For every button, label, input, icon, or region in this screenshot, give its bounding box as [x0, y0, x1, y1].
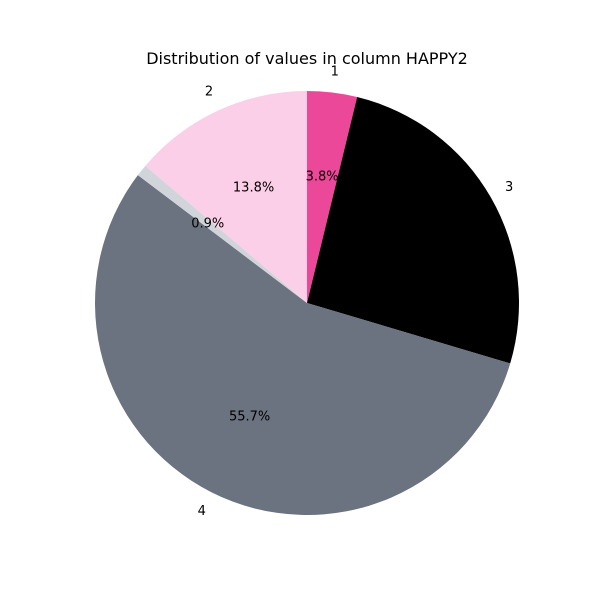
chart-title: Distribution of values in column HAPPY2	[146, 49, 468, 68]
percent-label: 13.8%	[233, 181, 274, 196]
pie-slice-unlabeled	[137, 165, 307, 303]
pie-slice-3	[307, 97, 519, 364]
slice-label: 2	[205, 84, 213, 99]
percent-label: 0.9%	[191, 216, 224, 231]
slice-label: 3	[505, 180, 513, 195]
percent-label: 55.7%	[229, 410, 270, 425]
slice-label: 4	[198, 504, 206, 519]
pie-slice-4	[94, 175, 511, 516]
pie-slice-1	[307, 91, 358, 303]
percent-label: 3.8%	[306, 170, 339, 185]
slice-label: 1	[331, 64, 339, 79]
pie-slices	[94, 91, 519, 516]
pie-slice-2	[145, 91, 307, 303]
